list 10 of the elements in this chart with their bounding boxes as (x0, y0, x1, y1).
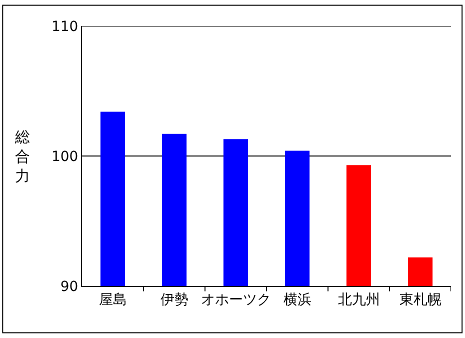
y-tick-label: 110 (51, 18, 78, 35)
y-tick-label: 100 (51, 148, 78, 165)
x-tick-label: 屋島 (98, 292, 127, 308)
x-tick-label: 横浜 (283, 292, 312, 308)
x-tick-label: オホーツク (200, 292, 271, 308)
x-tick-label: 伊勢 (160, 292, 188, 308)
y-axis-title: 総合力 (14, 128, 30, 185)
x-tick-label: 北九州 (338, 292, 380, 308)
x-tick-label: 東札幌 (399, 292, 442, 308)
y-tick-label: 90 (60, 278, 78, 295)
